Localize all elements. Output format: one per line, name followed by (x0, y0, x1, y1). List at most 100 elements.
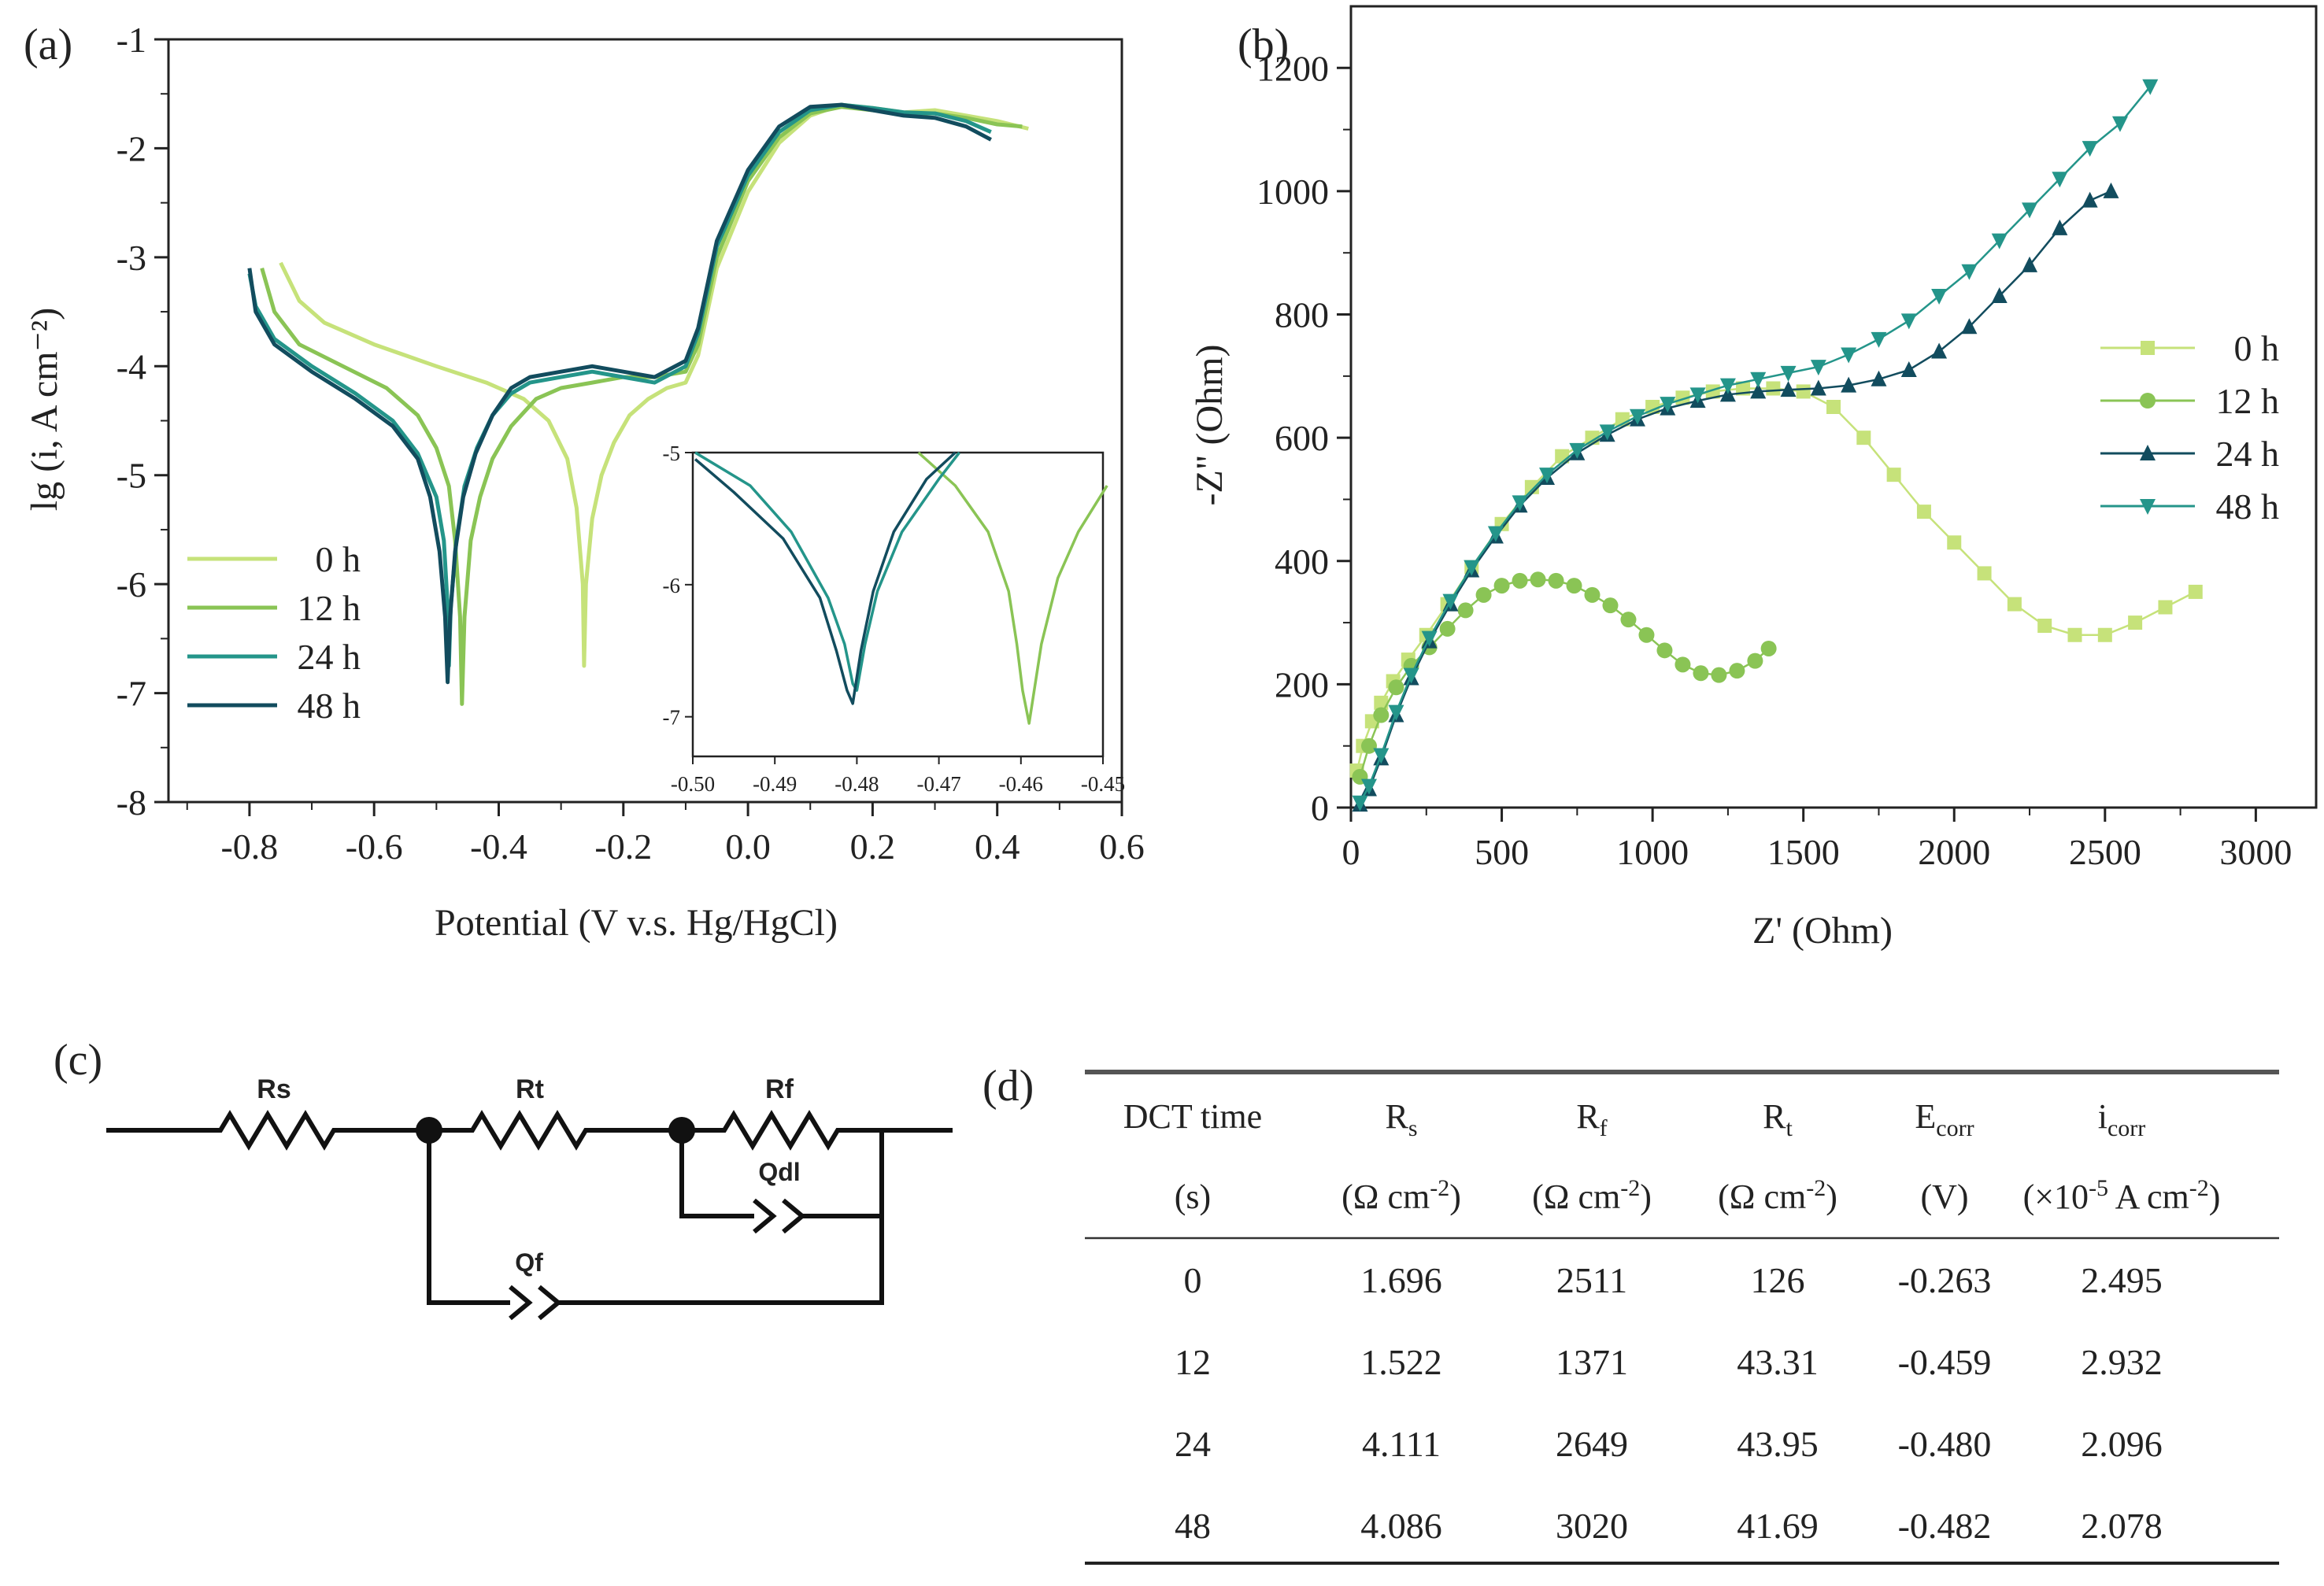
b-data-point (1464, 560, 1480, 576)
b-data-point (2037, 618, 2052, 633)
b-data-point (1539, 468, 1556, 484)
b-data-point (1569, 442, 1586, 459)
b-data-point (1360, 778, 1377, 795)
table-unit-cell: (s) (1175, 1177, 1211, 1216)
b-data-point (1360, 738, 1377, 754)
b-x-tick-label: 2500 (2069, 832, 2141, 872)
b-data-point (1931, 342, 1948, 359)
panel-a-legend: 0 h 12 h 24 h 48 h (187, 539, 361, 726)
b-data-point (1900, 313, 1917, 330)
table-cell: 48 (1175, 1506, 1211, 1546)
panel-b-plot-frame (1349, 5, 2318, 809)
table-cell: 43.31 (1737, 1342, 1819, 1382)
table-header-cell: Rs (1385, 1097, 1417, 1141)
b-y-tick-label: 400 (1275, 542, 1329, 582)
b-data-point (1602, 597, 1619, 614)
b-data-point (1656, 642, 1673, 659)
inset-x-tick-label: -0.46 (999, 772, 1043, 796)
table-cell: -0.263 (1898, 1260, 1992, 1300)
b-data-point (1841, 347, 1857, 364)
b-data-point (2067, 627, 2082, 642)
circuit-qf-branch (427, 1130, 884, 1321)
a-x-tick-label: 0.6 (1099, 826, 1145, 867)
b-data-point (1475, 586, 1492, 603)
a-y-tick-label: -1 (117, 20, 146, 60)
b-y-tick-label: 800 (1275, 295, 1329, 335)
b-data-point (1750, 372, 1767, 388)
b-data-point (2007, 597, 2022, 612)
b-data-point (1512, 572, 1528, 589)
table-unit-cell: (Ω cm-2) (1718, 1175, 1837, 1216)
table-header-cell: Rt (1763, 1097, 1793, 1141)
circuit-label-qf: Qf (515, 1248, 543, 1277)
table-cell: 0 (1184, 1260, 1202, 1300)
b-y-tick-label: 600 (1275, 418, 1329, 458)
circuit-label-rf: Rf (765, 1074, 794, 1104)
b-data-point (1871, 331, 1887, 348)
b-data-point (1439, 620, 1456, 637)
inset-y-tick-label: -5 (663, 442, 681, 465)
table-cell: 41.69 (1737, 1506, 1819, 1546)
b-legend-marker (2140, 393, 2156, 409)
b-data-point (2052, 219, 2068, 235)
table-cell: 4.086 (1360, 1506, 1442, 1546)
b-data-point (1947, 535, 1962, 550)
b-data-point (1991, 287, 2008, 304)
table-unit-cell: (Ω cm-2) (1341, 1175, 1461, 1216)
b-data-point (2022, 256, 2038, 272)
b-data-point (1566, 578, 1582, 594)
b-data-point (1675, 656, 1691, 673)
b-legend-label: 12 h (2216, 381, 2280, 421)
b-data-point (1961, 264, 1978, 280)
table-cell: 1.696 (1360, 1260, 1442, 1300)
table-unit-cell: (V) (1920, 1177, 1968, 1216)
b-data-point (1620, 612, 1637, 628)
circuit-label-rt: Rt (516, 1074, 544, 1104)
circuit-label-rs: Rs (257, 1074, 290, 1104)
b-y-tick-label: 1200 (1256, 48, 1329, 88)
b-data-point (1900, 361, 1917, 378)
b-y-tick-label: 1000 (1256, 172, 1329, 212)
panel-b-series (1349, 79, 2203, 812)
a-x-tick-label: -0.6 (346, 826, 403, 867)
table-unit-cell: (×10-5 A cm-2) (2023, 1175, 2221, 1216)
panel-a-x-axis-label: Potential (V v.s. Hg/HgCl) (435, 902, 838, 944)
inset-x-tick-label: -0.48 (834, 772, 879, 796)
a-y-tick-label: -6 (117, 564, 146, 604)
table-header-cell: Rf (1576, 1097, 1607, 1141)
inset-series-lines (694, 451, 1108, 725)
b-x-tick-label: 500 (1475, 832, 1529, 872)
b-data-point (2188, 584, 2203, 599)
table-cell: 3020 (1556, 1506, 1628, 1546)
b-data-point (1826, 400, 1841, 414)
b-data-point (1977, 566, 1992, 581)
table-cell: 126 (1751, 1260, 1805, 1300)
b-data-point (1388, 704, 1404, 721)
a-legend-label: 24 h (298, 637, 361, 677)
panel-b-x-axis-label: Z' (Ohm) (1752, 910, 1893, 952)
panel-b-nyquist-chart: (b) 0 500 1000 1500 2000 2500 3000 0 200 400 600 80… (1189, 5, 2318, 952)
b-legend-marker (2141, 341, 2155, 355)
b-data-point (2128, 616, 2143, 630)
b-data-point (1961, 318, 1978, 335)
circuit-node-2 (668, 1117, 695, 1144)
b-legend-marker (2140, 445, 2156, 460)
b-data-point (1403, 667, 1419, 684)
b-data-point (1374, 695, 1389, 710)
panel-c-label: (c) (54, 1036, 102, 1085)
table-cell: 12 (1175, 1342, 1211, 1382)
table-cell: -0.482 (1898, 1506, 1992, 1546)
a-x-tick-label: -0.4 (470, 826, 527, 867)
b-data-point (1991, 233, 2008, 250)
b-data-point (1388, 679, 1404, 696)
b-data-point (1421, 630, 1438, 647)
table-cell: 2.495 (2081, 1260, 2163, 1300)
b-data-point (2142, 79, 2159, 95)
b-data-point (2022, 202, 2038, 219)
panel-a-label: (a) (24, 20, 72, 69)
b-data-point (1584, 586, 1601, 603)
b-series-line-0h (1356, 387, 2196, 771)
panel-a-series-lines (247, 102, 1029, 706)
b-data-point (2097, 627, 2112, 642)
